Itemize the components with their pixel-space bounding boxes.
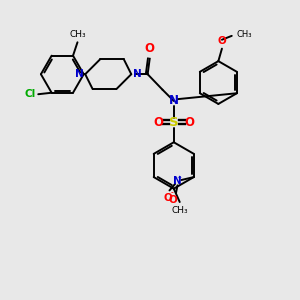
Text: O: O [164,194,172,203]
Text: -: - [170,188,173,197]
Text: N: N [173,176,182,186]
Text: N: N [75,69,84,79]
Text: O: O [218,36,226,46]
Text: CH₃: CH₃ [236,31,252,40]
Text: Cl: Cl [25,89,36,99]
Text: N: N [169,94,179,107]
Text: O: O [169,195,177,205]
Text: +: + [176,175,181,180]
Text: S: S [169,116,178,129]
Text: CH₃: CH₃ [69,30,86,39]
Text: O: O [145,42,155,55]
Text: N: N [133,69,142,79]
Text: O: O [184,116,194,129]
Text: CH₃: CH₃ [171,206,188,215]
Text: O: O [153,116,163,129]
